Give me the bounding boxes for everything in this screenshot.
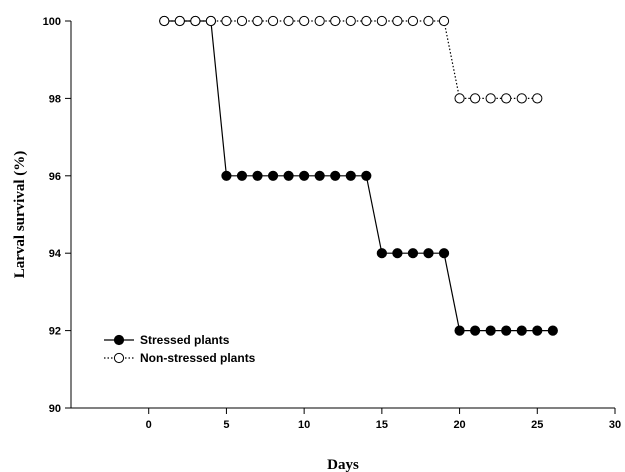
data-point-s1-5 (236, 15, 248, 27)
data-point-s0-23 (516, 325, 527, 336)
x-tick-label: 15 (376, 419, 388, 431)
data-point-s0-21 (485, 325, 496, 336)
legend-label-0: Stressed plants (140, 333, 230, 347)
series-line-1 (164, 20, 538, 100)
data-point-s0-24 (532, 325, 543, 336)
data-point-s0-22 (501, 325, 512, 336)
data-point-s1-3 (205, 15, 216, 27)
y-tick-label: 92 (49, 326, 61, 338)
data-point-s0-20 (470, 325, 481, 336)
data-point-s1-18 (438, 15, 450, 27)
data-point-s0-25 (547, 325, 558, 336)
data-point-s1-21 (485, 93, 496, 104)
data-point-s1-17 (423, 15, 434, 27)
data-point-s1-13 (361, 15, 372, 27)
data-point-s1-6 (252, 15, 263, 27)
y-tick-label: 98 (49, 93, 61, 105)
data-point-s0-18 (438, 248, 450, 259)
y-tick-label: 90 (49, 403, 61, 415)
x-tick-label: 5 (223, 419, 229, 431)
data-point-s0-4 (221, 170, 232, 181)
x-tick-label: 25 (531, 419, 543, 431)
data-point-s1-9 (299, 15, 310, 27)
x-axis-title: Days (327, 457, 359, 472)
data-point-s1-8 (283, 15, 294, 27)
y-tick-label: 96 (49, 171, 61, 183)
data-point-s0-12 (345, 170, 356, 181)
data-point-s0-9 (299, 170, 310, 181)
legend-marker-1 (113, 352, 125, 364)
data-point-s1-16 (407, 15, 419, 27)
ticks: 0 5 10 15 20 25 30 90 92 94 96 98 100 (43, 16, 621, 431)
data-point-s0-8 (283, 170, 294, 181)
y-tick-label: 94 (49, 248, 62, 260)
data-point-s1-10 (314, 15, 325, 27)
x-tick-label: 10 (298, 419, 310, 431)
data-point-s0-16 (407, 248, 419, 259)
data-point-s1-7 (267, 15, 279, 27)
x-tick-label: 30 (609, 419, 621, 431)
x-tick-label: 20 (453, 419, 465, 431)
data-point-s0-6 (252, 170, 263, 181)
data-point-s0-17 (423, 248, 434, 259)
data-point-s1-23 (516, 93, 527, 104)
data-point-s0-5 (236, 170, 248, 181)
data-point-s0-13 (361, 170, 372, 181)
legend: Stressed plants Non-stressed plants (104, 333, 256, 365)
data-point-s0-14 (376, 248, 387, 259)
data-point-s0-7 (267, 170, 279, 181)
legend-marker-0 (113, 334, 125, 346)
data-point-s0-11 (330, 170, 341, 181)
data-point-s1-14 (376, 15, 387, 27)
data-point-s1-19 (454, 93, 465, 104)
data-point-s1-4 (221, 15, 232, 27)
data-point-s1-0 (159, 15, 170, 27)
legend-label-1: Non-stressed plants (140, 351, 256, 365)
data-point-s1-11 (330, 15, 341, 27)
series-markers (159, 15, 558, 336)
axes (70, 21, 615, 409)
x-tick-label: 0 (146, 419, 152, 431)
y-tick-label: 100 (43, 16, 61, 28)
data-point-s1-15 (392, 15, 403, 27)
data-point-s0-10 (314, 170, 325, 181)
data-point-s0-15 (392, 248, 403, 259)
data-point-s1-24 (532, 93, 543, 104)
data-point-s0-19 (454, 325, 465, 336)
data-point-s1-12 (345, 15, 356, 27)
data-point-s1-1 (174, 15, 185, 27)
data-point-s1-22 (501, 93, 512, 104)
data-point-s1-20 (470, 93, 481, 104)
y-axis-title: Larval survival (%) (12, 151, 28, 279)
data-point-s1-2 (190, 15, 201, 27)
